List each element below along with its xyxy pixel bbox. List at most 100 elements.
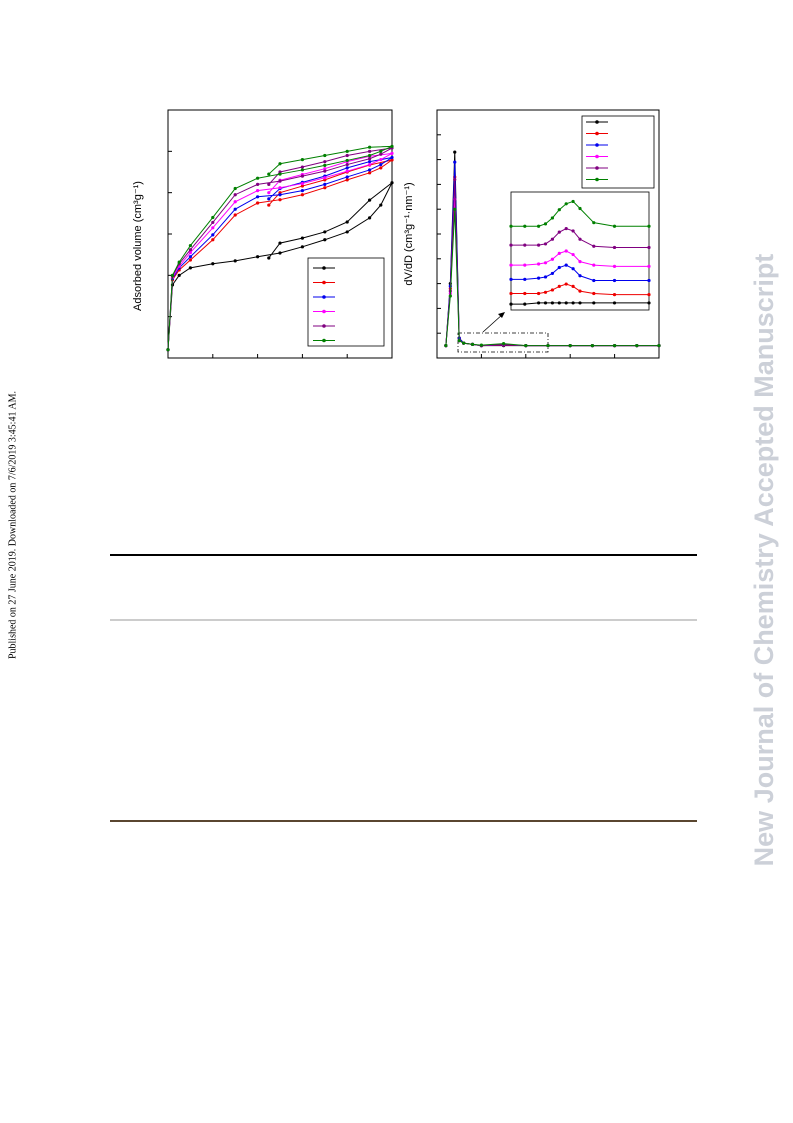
marker bbox=[323, 153, 327, 158]
marker bbox=[300, 174, 304, 178]
marker bbox=[345, 153, 349, 158]
legend-marker bbox=[322, 309, 326, 314]
marker bbox=[390, 151, 394, 155]
marker bbox=[537, 262, 541, 266]
marker bbox=[323, 169, 327, 173]
marker bbox=[592, 221, 596, 225]
marker bbox=[550, 257, 555, 261]
marker bbox=[564, 263, 568, 267]
marker bbox=[256, 176, 260, 180]
marker bbox=[550, 216, 555, 220]
marker bbox=[379, 166, 383, 170]
marker bbox=[578, 260, 582, 264]
marker bbox=[267, 191, 271, 195]
legend-marker bbox=[322, 324, 326, 328]
legend-marker bbox=[322, 266, 326, 270]
marker bbox=[188, 251, 192, 255]
marker bbox=[647, 293, 651, 297]
marker bbox=[523, 302, 527, 306]
marker bbox=[267, 203, 271, 207]
marker bbox=[323, 230, 327, 234]
marker bbox=[578, 289, 582, 293]
marker bbox=[523, 263, 527, 267]
marker bbox=[188, 248, 192, 252]
marker bbox=[571, 252, 575, 257]
y-axis-label: Adsorbed volume (cm³g⁻¹) bbox=[132, 181, 144, 311]
marker bbox=[368, 149, 372, 153]
legend-marker bbox=[595, 131, 599, 136]
marker bbox=[300, 193, 304, 197]
zoom-arrow bbox=[482, 313, 504, 333]
marker bbox=[345, 230, 349, 234]
marker bbox=[390, 158, 394, 162]
marker bbox=[537, 243, 541, 247]
marker bbox=[462, 341, 466, 345]
marker bbox=[647, 264, 651, 268]
marker bbox=[211, 262, 215, 266]
side-note: Published on 27 June 2019. Downloaded on… bbox=[7, 391, 18, 659]
marker bbox=[509, 224, 513, 228]
marker bbox=[546, 344, 550, 348]
marker bbox=[550, 288, 555, 292]
marker bbox=[578, 206, 582, 211]
legend-marker bbox=[322, 338, 326, 343]
marker bbox=[345, 162, 349, 167]
marker bbox=[635, 344, 639, 348]
marker bbox=[578, 301, 582, 305]
marker bbox=[453, 160, 457, 164]
marker bbox=[537, 301, 541, 305]
marker bbox=[278, 162, 282, 166]
marker bbox=[543, 301, 548, 305]
marker bbox=[390, 144, 394, 148]
marker bbox=[523, 291, 527, 296]
legend-marker bbox=[595, 143, 599, 147]
marker bbox=[170, 273, 175, 277]
series-line bbox=[511, 228, 649, 248]
marker bbox=[233, 200, 237, 204]
legend-marker bbox=[322, 295, 326, 299]
marker bbox=[278, 198, 282, 202]
marker bbox=[211, 215, 215, 220]
marker bbox=[613, 344, 617, 348]
marker bbox=[379, 203, 383, 207]
marker bbox=[300, 181, 304, 186]
legend-box bbox=[581, 115, 655, 189]
marker bbox=[612, 278, 617, 283]
marker bbox=[278, 179, 282, 183]
marker bbox=[509, 302, 513, 306]
marker bbox=[564, 202, 568, 206]
marker bbox=[612, 224, 617, 228]
series-line bbox=[167, 152, 393, 350]
marker bbox=[323, 167, 327, 171]
marker bbox=[345, 149, 349, 153]
marker bbox=[612, 264, 617, 268]
marker bbox=[523, 243, 527, 247]
marker bbox=[453, 177, 457, 182]
series-line bbox=[167, 182, 393, 350]
marker bbox=[323, 160, 327, 164]
marker bbox=[211, 238, 215, 242]
marker bbox=[448, 294, 452, 298]
marker bbox=[592, 278, 596, 283]
marker bbox=[557, 251, 561, 255]
marker bbox=[300, 189, 304, 193]
marker bbox=[537, 291, 541, 296]
marker bbox=[300, 158, 304, 162]
marker bbox=[323, 238, 327, 242]
marker bbox=[592, 301, 596, 305]
marker bbox=[211, 233, 215, 237]
series-line bbox=[511, 250, 649, 267]
marker bbox=[256, 182, 260, 186]
marker bbox=[233, 259, 237, 263]
marker bbox=[612, 293, 617, 297]
marker bbox=[564, 301, 568, 305]
marker bbox=[233, 186, 237, 191]
marker bbox=[647, 224, 651, 228]
y-axis-label: dV/dD (cm³g⁻¹·nm⁻¹) bbox=[403, 182, 415, 285]
marker bbox=[368, 198, 372, 202]
marker bbox=[537, 276, 541, 280]
marker bbox=[564, 282, 568, 286]
marker bbox=[509, 291, 513, 296]
marker bbox=[211, 220, 215, 225]
